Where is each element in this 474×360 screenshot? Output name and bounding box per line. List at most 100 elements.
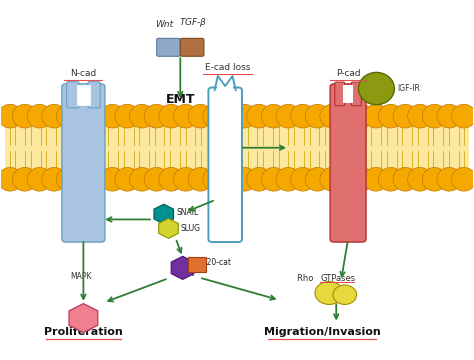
Ellipse shape	[333, 285, 356, 305]
Ellipse shape	[203, 104, 228, 128]
Ellipse shape	[173, 167, 198, 191]
FancyBboxPatch shape	[351, 82, 361, 106]
Ellipse shape	[349, 167, 374, 191]
Ellipse shape	[42, 167, 66, 191]
Ellipse shape	[393, 104, 418, 128]
Ellipse shape	[246, 167, 271, 191]
Ellipse shape	[393, 167, 418, 191]
Ellipse shape	[335, 167, 359, 191]
Ellipse shape	[305, 104, 330, 128]
FancyBboxPatch shape	[330, 84, 366, 242]
Text: Rho: Rho	[298, 274, 317, 283]
Text: GTPases: GTPases	[320, 274, 356, 283]
Ellipse shape	[86, 104, 110, 128]
Ellipse shape	[115, 167, 139, 191]
Polygon shape	[154, 204, 173, 224]
Ellipse shape	[71, 104, 96, 128]
Ellipse shape	[261, 167, 286, 191]
Ellipse shape	[71, 167, 96, 191]
FancyBboxPatch shape	[343, 85, 353, 103]
Polygon shape	[69, 303, 98, 333]
Ellipse shape	[437, 104, 462, 128]
Ellipse shape	[42, 104, 66, 128]
Ellipse shape	[408, 104, 432, 128]
Ellipse shape	[129, 104, 154, 128]
Ellipse shape	[203, 167, 228, 191]
Ellipse shape	[276, 104, 301, 128]
Ellipse shape	[291, 167, 315, 191]
Text: SLUG: SLUG	[180, 224, 201, 233]
Ellipse shape	[315, 282, 343, 305]
Ellipse shape	[188, 167, 213, 191]
FancyBboxPatch shape	[335, 82, 345, 106]
Text: E-cad loss: E-cad loss	[205, 63, 250, 72]
FancyBboxPatch shape	[217, 80, 234, 94]
Ellipse shape	[12, 104, 37, 128]
FancyBboxPatch shape	[209, 87, 242, 242]
Ellipse shape	[129, 167, 154, 191]
Ellipse shape	[246, 104, 271, 128]
Ellipse shape	[86, 167, 110, 191]
Text: p120-cat: p120-cat	[197, 258, 231, 267]
Ellipse shape	[335, 104, 359, 128]
Ellipse shape	[0, 167, 22, 191]
FancyBboxPatch shape	[180, 39, 204, 56]
Ellipse shape	[0, 104, 22, 128]
Ellipse shape	[452, 167, 474, 191]
Ellipse shape	[291, 104, 315, 128]
Ellipse shape	[364, 104, 388, 128]
Text: TGF-$\beta$: TGF-$\beta$	[179, 16, 207, 29]
Ellipse shape	[100, 167, 125, 191]
Text: MAPK: MAPK	[71, 271, 92, 280]
FancyBboxPatch shape	[156, 39, 180, 56]
Text: EMT: EMT	[165, 94, 195, 107]
Ellipse shape	[422, 104, 447, 128]
Ellipse shape	[320, 104, 345, 128]
Ellipse shape	[232, 167, 256, 191]
Ellipse shape	[408, 167, 432, 191]
FancyBboxPatch shape	[88, 82, 100, 108]
Ellipse shape	[437, 167, 462, 191]
Text: Wnt: Wnt	[155, 20, 173, 29]
Text: IGF-IR: IGF-IR	[398, 84, 420, 93]
Ellipse shape	[12, 167, 37, 191]
Ellipse shape	[144, 104, 169, 128]
Ellipse shape	[276, 167, 301, 191]
FancyBboxPatch shape	[62, 84, 105, 242]
Polygon shape	[188, 257, 206, 271]
Ellipse shape	[261, 104, 286, 128]
Ellipse shape	[100, 104, 125, 128]
Ellipse shape	[378, 104, 403, 128]
Ellipse shape	[364, 167, 388, 191]
Text: P-cad: P-cad	[336, 69, 360, 78]
FancyBboxPatch shape	[67, 82, 79, 108]
Ellipse shape	[56, 167, 81, 191]
Ellipse shape	[159, 167, 183, 191]
Ellipse shape	[232, 104, 256, 128]
Ellipse shape	[320, 167, 345, 191]
Ellipse shape	[173, 104, 198, 128]
Ellipse shape	[358, 72, 394, 105]
Ellipse shape	[115, 104, 139, 128]
FancyBboxPatch shape	[5, 108, 469, 187]
Ellipse shape	[305, 167, 330, 191]
Text: $\alpha$-cat: $\alpha$-cat	[174, 266, 196, 278]
Ellipse shape	[218, 167, 242, 191]
Ellipse shape	[452, 104, 474, 128]
Text: SNAIL: SNAIL	[176, 208, 199, 217]
FancyBboxPatch shape	[77, 85, 90, 105]
Ellipse shape	[159, 104, 183, 128]
Ellipse shape	[144, 167, 169, 191]
Ellipse shape	[378, 167, 403, 191]
Ellipse shape	[27, 104, 52, 128]
Polygon shape	[159, 219, 178, 238]
Text: N-cad: N-cad	[70, 69, 97, 78]
Ellipse shape	[349, 104, 374, 128]
Ellipse shape	[218, 104, 242, 128]
Ellipse shape	[27, 167, 52, 191]
FancyBboxPatch shape	[5, 123, 469, 173]
Text: Migration/Invasion: Migration/Invasion	[264, 327, 381, 337]
Ellipse shape	[56, 104, 81, 128]
Ellipse shape	[422, 167, 447, 191]
Text: Proliferation: Proliferation	[44, 327, 123, 337]
